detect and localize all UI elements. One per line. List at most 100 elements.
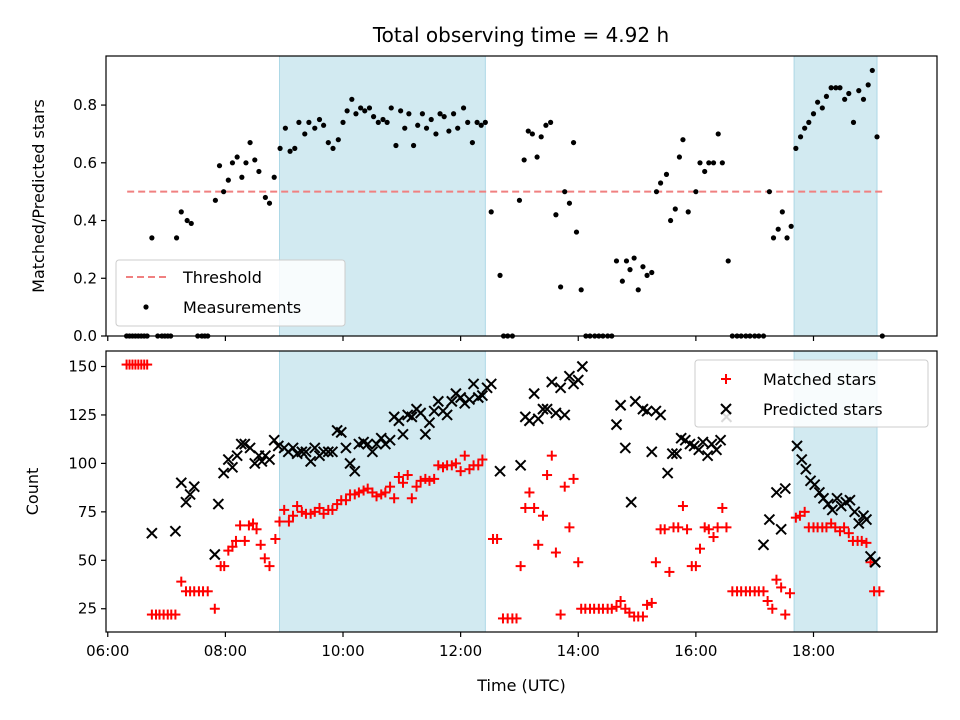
measurement-point <box>619 278 625 284</box>
measurement-point <box>538 134 544 140</box>
measurement-point <box>676 154 683 160</box>
measurement-point <box>474 119 480 125</box>
matched-point <box>424 475 435 486</box>
predicted-point <box>309 442 321 454</box>
predicted-point <box>770 486 783 499</box>
measurement-point <box>188 220 194 227</box>
measurement-point <box>837 85 843 91</box>
measurement-point <box>482 119 488 125</box>
matched-point <box>659 524 670 535</box>
measurement-point <box>573 229 580 235</box>
matched-point <box>771 574 782 585</box>
measurement-point <box>828 85 834 91</box>
predicted-point <box>800 463 812 475</box>
top-legend-box <box>115 259 346 327</box>
predicted-point <box>779 482 791 495</box>
measurement-point <box>446 128 452 134</box>
measurement-point <box>525 128 531 134</box>
predicted-point <box>446 395 458 408</box>
bottom-panel-y-ticks: 25 50 75 100 125 150 <box>68 358 106 618</box>
top-panel-frame <box>105 55 938 337</box>
matched-point <box>406 493 417 504</box>
measurement-point <box>173 235 180 241</box>
y-tick-label: 75 <box>78 503 97 521</box>
predicted-point <box>184 488 196 501</box>
predicted-point <box>317 446 330 458</box>
top-panel-y-axis-label: Matched/Predicted stars <box>29 99 48 293</box>
measurement-point <box>149 235 155 241</box>
measurement-point <box>349 96 355 102</box>
predicted-point <box>646 446 658 458</box>
predicted-point <box>860 513 873 526</box>
measurement-point <box>548 119 554 125</box>
matched-point <box>259 553 270 564</box>
matched-point <box>606 603 617 614</box>
matched-point <box>703 524 714 535</box>
y-tick-label: 0.8 <box>73 96 97 114</box>
measurement-point <box>697 160 703 166</box>
x-tick-label: 12:00 <box>439 642 482 660</box>
measurement-point <box>433 131 439 137</box>
measurement-point <box>793 145 799 151</box>
measurement-point <box>833 85 839 91</box>
y-tick-label: 100 <box>68 454 97 472</box>
measurement-point <box>635 287 641 293</box>
bottom-panel-y-axis-label: Count <box>23 468 42 516</box>
predicted-point <box>175 477 187 489</box>
matched-point <box>767 603 778 614</box>
measurement-point <box>380 116 386 123</box>
measurement-point <box>815 99 821 105</box>
matched-point <box>564 522 575 533</box>
top-panel-legend: Threshold Measurements <box>115 259 346 327</box>
matched-point <box>397 477 408 488</box>
measurement-point <box>570 139 577 146</box>
matched-point <box>650 557 661 568</box>
measurement-point <box>562 189 568 195</box>
predicted-point <box>494 465 506 477</box>
legend-matched-marker <box>721 374 731 384</box>
measurement-point <box>362 108 368 114</box>
measurement-point <box>810 111 817 117</box>
measurement-point <box>465 119 471 125</box>
measurement-point <box>282 125 288 131</box>
predicted-point <box>231 449 243 462</box>
matched-point <box>721 522 732 533</box>
predicted-point <box>831 492 843 504</box>
measurement-point <box>415 122 421 128</box>
predicted-point <box>714 434 727 446</box>
top-panel-x-ticks <box>107 336 815 341</box>
y-tick-label: 0.6 <box>73 154 97 172</box>
measurement-point <box>388 105 394 111</box>
matched-point <box>515 561 526 572</box>
predicted-point <box>397 428 409 441</box>
matched-point <box>682 524 693 535</box>
matched-point <box>856 535 867 546</box>
predicted-point <box>869 556 881 568</box>
measurement-point <box>856 88 862 94</box>
y-tick-label: 0.0 <box>73 327 97 345</box>
y-tick-label: 50 <box>78 551 97 569</box>
predicted-point <box>537 403 549 415</box>
predicted-point <box>287 442 299 454</box>
measurement-point <box>770 235 777 241</box>
predicted-point <box>263 453 276 466</box>
predicted-point <box>222 453 235 466</box>
matched-point <box>288 510 299 521</box>
predicted-point <box>576 360 589 373</box>
predicted-point <box>212 498 225 510</box>
measurement-point <box>460 105 467 111</box>
matched-point <box>230 535 241 546</box>
top-panel-ratio: 0.00.20.40.60.8 Matched/Predicted stars … <box>29 55 938 345</box>
measurement-point <box>441 114 447 120</box>
predicted-point <box>808 479 821 491</box>
measurement-point <box>287 148 293 154</box>
x-tick-label: 14:00 <box>557 642 600 660</box>
matched-point <box>559 481 570 492</box>
matched-point <box>537 510 548 521</box>
predicted-point <box>813 486 826 499</box>
measurement-point <box>335 137 341 143</box>
measurement-point <box>558 284 564 290</box>
measurement-point <box>710 160 717 166</box>
measurement-point <box>292 145 298 151</box>
measurement-point <box>706 160 712 166</box>
